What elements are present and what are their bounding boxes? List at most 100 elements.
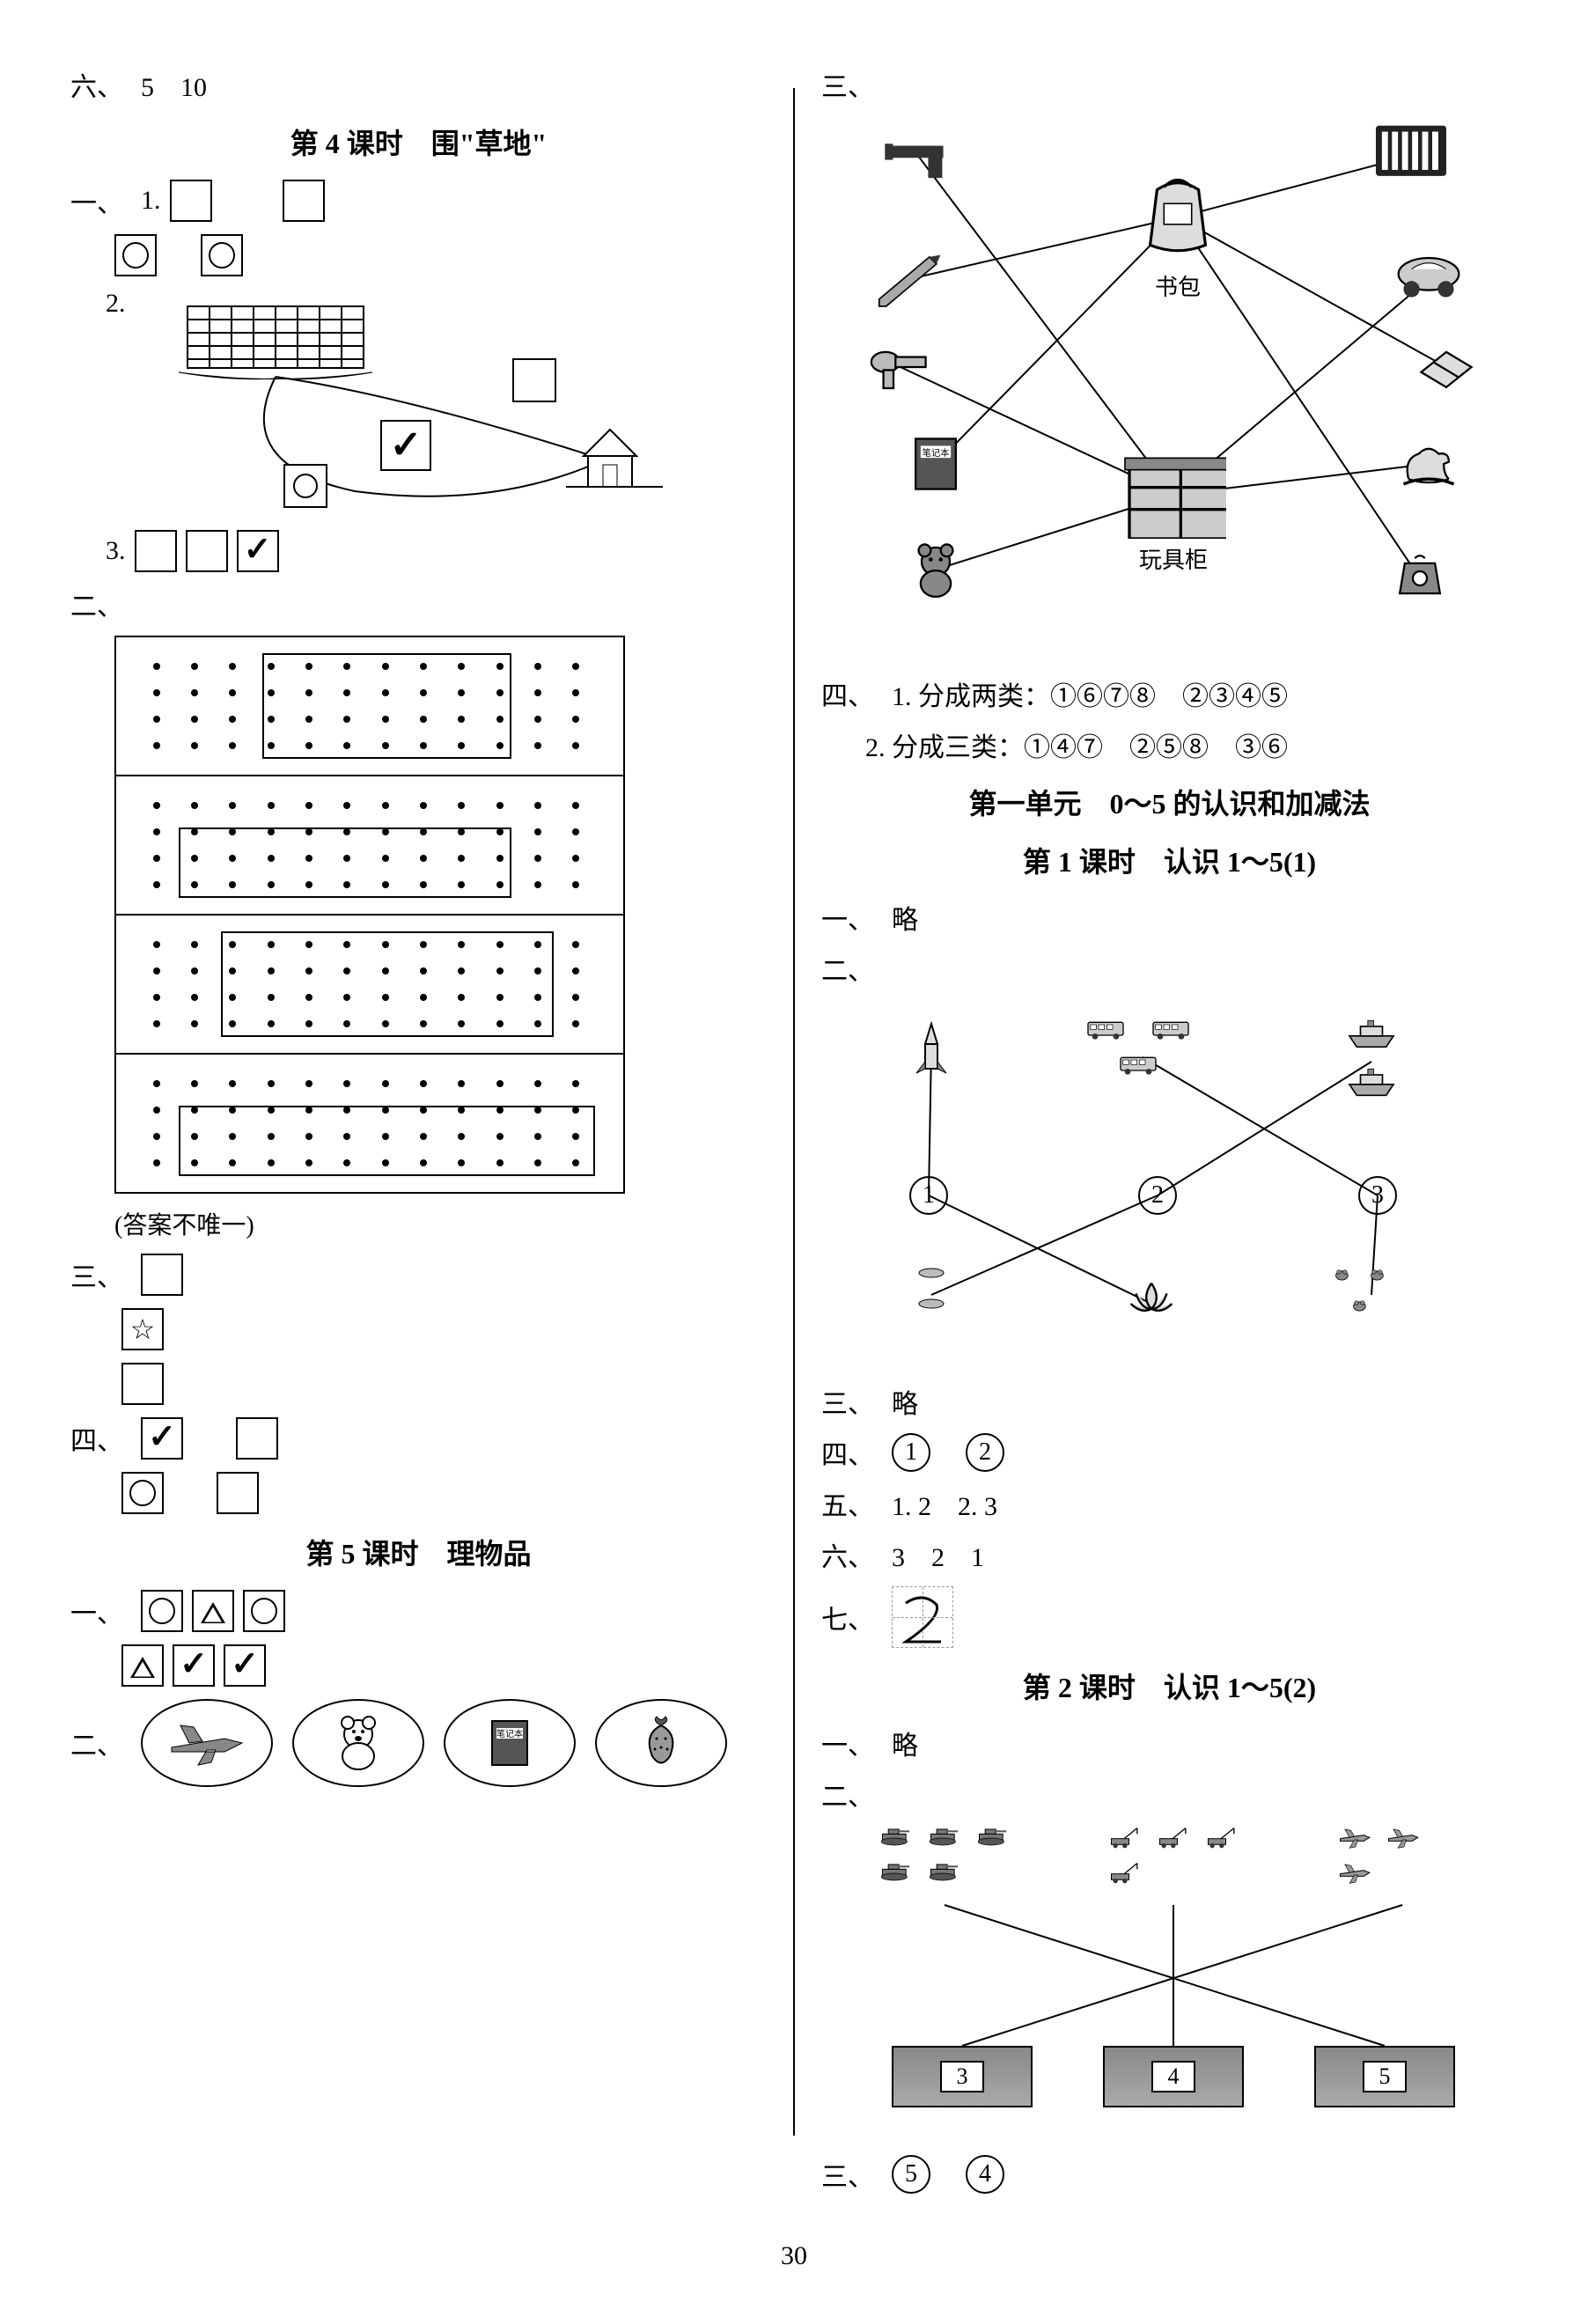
label-r2: 二、 xyxy=(821,949,874,988)
r4b: 四、 1 2 xyxy=(821,1433,1518,1472)
r-four: 四、 1. 分成两类：①⑥⑦⑧ ②③④⑤ xyxy=(821,674,1518,713)
r-three: 三、 xyxy=(821,65,1518,104)
label-one: 一、 xyxy=(70,181,123,220)
label-two-b: 二、 xyxy=(70,1724,123,1762)
count-box-3: 3 xyxy=(892,2046,1033,2107)
vnode-ships xyxy=(1332,1018,1411,1114)
label-r3b: 三、 xyxy=(821,1382,874,1421)
empty-box xyxy=(135,530,177,572)
l5-q1-row2 xyxy=(121,1644,767,1687)
r2-label: 二、 xyxy=(821,949,1518,988)
num-2: 2. xyxy=(106,289,126,319)
dotgrid-container xyxy=(114,636,625,1194)
label-q3b: 三、 xyxy=(821,2155,874,2194)
vnode-buses xyxy=(1077,1018,1203,1092)
page-number: 30 xyxy=(44,2241,1544,2271)
node-eraser xyxy=(1411,336,1481,398)
r4-line2-wrap: 2. 分成三类：①④⑦ ②⑤⑧ ③⑥ xyxy=(865,725,1518,764)
num-3: 3. xyxy=(106,536,126,566)
label-r6: 六、 xyxy=(821,1535,874,1574)
scene-diagram: ✓ xyxy=(179,289,707,518)
group-tank xyxy=(874,1826,1019,1896)
vnode-lotus xyxy=(1112,1273,1191,1339)
svg-text:✓: ✓ xyxy=(389,423,422,467)
q4: 四、 xyxy=(70,1417,767,1460)
q3-row3 xyxy=(121,1363,767,1405)
star-box xyxy=(121,1308,164,1350)
circle-1: 1 xyxy=(892,1433,930,1472)
left-column: 六、 5 10 第 4 课时 围"草地" 一、 1. 2. xyxy=(44,53,793,2206)
q3-row2 xyxy=(121,1308,767,1350)
l5-q1: 一、 xyxy=(70,1590,767,1632)
circle-box xyxy=(201,234,243,276)
vnode-frogs xyxy=(1332,1264,1402,1330)
vnode-n3: 3 xyxy=(1358,1176,1397,1215)
node-abacus xyxy=(1376,125,1446,187)
num-1: 1. xyxy=(141,186,161,216)
r3: 三、 略 xyxy=(821,1382,1518,1421)
unit-title: 第一单元 0～5 的认识和加减法 xyxy=(821,782,1518,822)
node-toybox: 玩具柜 xyxy=(1121,451,1226,575)
l5-q2: 二、 笔记本 xyxy=(70,1699,767,1787)
lesson4-title: 第 4 课时 围"草地" xyxy=(70,121,767,162)
r4-line2: 2. 分成三类：①④⑦ ②⑤⑧ ③⑥ xyxy=(865,725,1288,764)
q2-note: (答案不唯一) xyxy=(114,1206,767,1241)
label-four: 四、 xyxy=(70,1419,123,1458)
circle-box xyxy=(114,234,157,276)
node-raygun xyxy=(865,336,936,398)
label-three: 三、 xyxy=(70,1255,123,1294)
node-car xyxy=(1393,248,1464,310)
match-diagram: 书包笔记本 玩具柜 xyxy=(848,116,1517,662)
r6-text: 3 2 1 xyxy=(892,1535,984,1574)
check-box xyxy=(237,530,279,572)
group-plane xyxy=(1332,1826,1429,1896)
lesson5-title: 第 5 课时 理物品 xyxy=(70,1532,767,1572)
label-two: 二、 xyxy=(70,585,123,623)
q4-row2 xyxy=(121,1472,767,1514)
node-gun xyxy=(883,125,953,187)
label-r4: 四、 xyxy=(821,674,874,713)
r1: 一、 略 xyxy=(821,898,1518,937)
label-r7: 七、 xyxy=(821,1598,874,1636)
six-values: 5 10 xyxy=(141,65,207,104)
oval-strawberry xyxy=(595,1699,727,1787)
digit-box xyxy=(892,1586,953,1648)
circle-5: 5 xyxy=(892,2155,930,2194)
vnode-n1: 1 xyxy=(909,1176,948,1215)
node-backpack: 书包 xyxy=(1129,169,1226,302)
r7: 七、 xyxy=(821,1586,1518,1648)
q1b: 一、 略 xyxy=(821,1724,1518,1762)
label-r4b: 四、 xyxy=(821,1433,874,1472)
label-one-b: 一、 xyxy=(70,1592,123,1630)
node-bear xyxy=(901,539,971,600)
vnode-rocket xyxy=(901,1009,962,1092)
label-r5: 五、 xyxy=(821,1484,874,1523)
svg-text:笔记本: 笔记本 xyxy=(923,447,950,459)
node-pencil xyxy=(874,248,945,310)
lesson2-title: 第 2 课时 认识 1～5(2) xyxy=(821,1666,1518,1706)
empty-box xyxy=(236,1417,278,1460)
q1b-text: 略 xyxy=(892,1724,918,1762)
q1-1-row2 xyxy=(114,234,767,276)
empty-box xyxy=(141,1254,183,1296)
q3: 三、 xyxy=(70,1254,767,1296)
q2: 二、 xyxy=(70,585,767,623)
oval-plane xyxy=(141,1699,273,1787)
circle-box xyxy=(121,1472,164,1514)
vnode-leaves xyxy=(892,1264,971,1326)
label-r3: 三、 xyxy=(821,65,874,104)
empty-box xyxy=(186,530,228,572)
r1-text: 略 xyxy=(892,898,918,937)
vnode-n2: 2 xyxy=(1138,1176,1177,1215)
circle-box xyxy=(243,1590,285,1632)
q1-3: 3. xyxy=(70,530,767,572)
r4-line1: 1. 分成两类：①⑥⑦⑧ ②③④⑤ xyxy=(892,674,1288,713)
check-box xyxy=(141,1417,183,1460)
q1-1: 一、 1. xyxy=(70,180,767,222)
page: 六、 5 10 第 4 课时 围"草地" 一、 1. 2. xyxy=(44,53,1544,2206)
r5: 五、 1. 2 2. 3 xyxy=(821,1484,1518,1523)
circle-4: 4 xyxy=(966,2155,1004,2194)
node-sharp xyxy=(1385,548,1455,609)
r6: 六、 3 2 1 xyxy=(821,1535,1518,1574)
vehicle-diagram: 1 2 3 xyxy=(839,1000,1508,1370)
